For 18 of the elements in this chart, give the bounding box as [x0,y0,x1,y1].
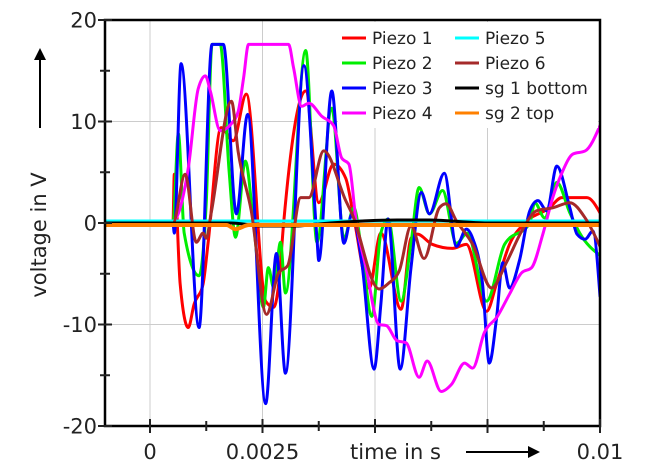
legend-label: sg 2 top [485,104,554,124]
legend-label: sg 1 bottom [485,78,588,99]
x-tick-label: 0.01 [576,440,624,464]
x-tick-label: 0.0025 [226,440,300,464]
legend-label: Piezo 1 [372,28,433,49]
x-tick-label: 0 [143,440,157,464]
legend-label: Piezo 6 [485,54,546,74]
legend-label: Piezo 2 [372,54,433,74]
legend-label: Piezo 4 [372,104,433,124]
y-tick-label: -20 [62,414,97,438]
y-tick-label: 20 [70,8,97,32]
y-tick-label: 10 [70,110,97,134]
y-tick-label: -10 [62,312,97,337]
y-axis-title: voltage in V [27,172,51,298]
legend-label: Piezo 5 [485,28,546,49]
legend-label: Piezo 3 [372,78,433,99]
y-tick-label: 0 [84,211,97,236]
x-axis-title: time in s [350,440,441,464]
